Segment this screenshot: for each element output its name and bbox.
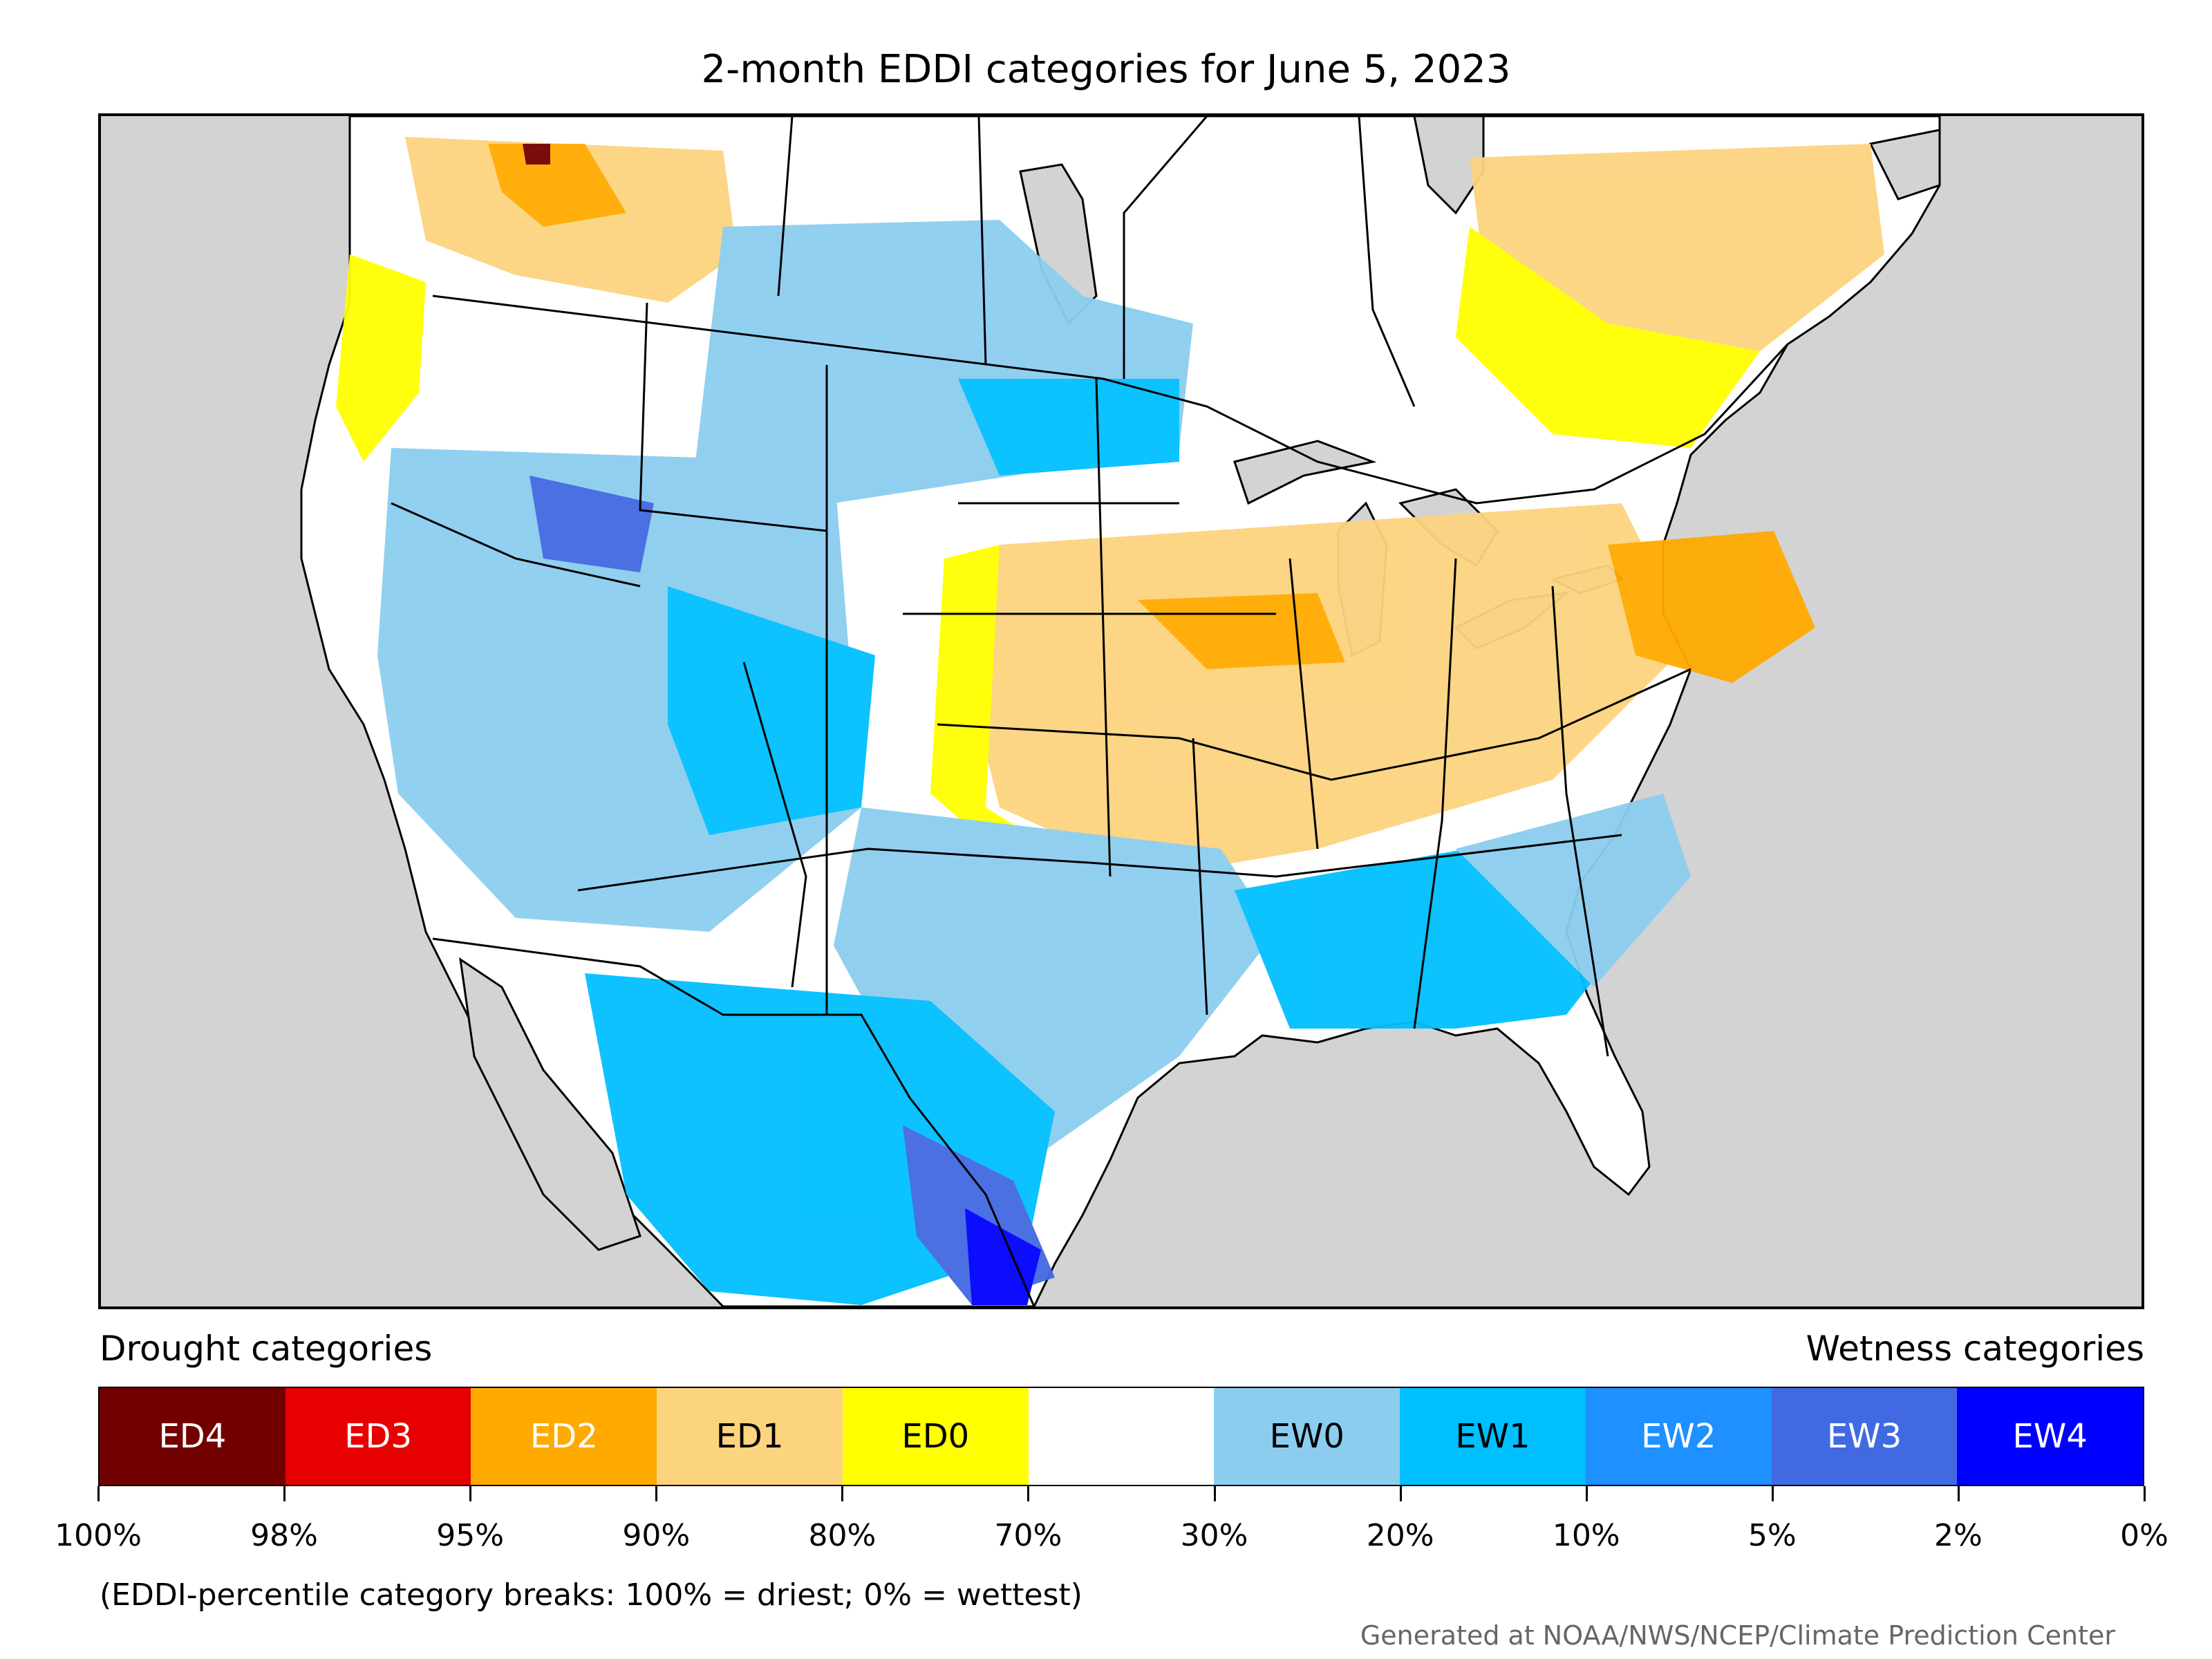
- colorbar-tick: [469, 1486, 472, 1501]
- map-title: 2-month EDDI categories for June 5, 2023: [701, 47, 1511, 92]
- us-mexico-border: [432, 937, 1035, 1306]
- state-border: [391, 502, 641, 588]
- ed2-patch-midwest: [1138, 593, 1345, 669]
- colorbar-cell-ew4: EW4: [1957, 1388, 2144, 1485]
- colorbar-tick: [1399, 1486, 1402, 1501]
- state-border: [1358, 116, 1416, 407]
- colorbar-cell-ed1: ED1: [657, 1388, 843, 1485]
- colorbar-cell-ed0: ED0: [842, 1388, 1029, 1485]
- us-canada-border: [432, 294, 1789, 505]
- colorbar-tick: [841, 1486, 844, 1501]
- state-border: [1288, 558, 1319, 850]
- state-border: [937, 668, 1691, 781]
- colorbar-tick-label: 70%: [994, 1518, 1062, 1553]
- state-border: [1413, 558, 1457, 1029]
- colorbar-cell-ew1: EW1: [1400, 1388, 1586, 1485]
- wetness-categories-heading: Wetness categories: [1806, 1329, 2144, 1369]
- percentile-note: (EDDI-percentile category breaks: 100% =…: [100, 1577, 1082, 1613]
- colorbar-tick-label: 98%: [250, 1518, 318, 1553]
- state-border: [639, 302, 827, 532]
- ed2-patch-northwest: [488, 144, 626, 227]
- gulf-of-california: [459, 957, 641, 1251]
- colorbar-cell-ew2: EW2: [1585, 1388, 1772, 1485]
- colorbar-tick-label: 100%: [55, 1518, 142, 1553]
- state-border: [1551, 585, 1609, 1057]
- colorbar-tick: [655, 1486, 658, 1501]
- colorbar-cell-ew0: EW0: [1214, 1388, 1400, 1485]
- colorbar-tick-label: 95%: [436, 1518, 505, 1553]
- colorbar-cell-ew3: EW3: [1771, 1388, 1958, 1485]
- state-border: [977, 116, 987, 366]
- ew3-patch-idaho: [529, 476, 654, 572]
- eddi-category-patches: [336, 137, 1884, 1305]
- colorbar-tick-label: 2%: [1934, 1518, 1983, 1553]
- colorbar-tick: [1771, 1486, 1774, 1501]
- colorbar-tick: [2144, 1486, 2146, 1501]
- ew0-patch-southeast: [1456, 794, 1691, 987]
- colorbar-tick-label: 5%: [1747, 1518, 1797, 1553]
- state-border: [777, 116, 794, 297]
- colorbar-tick: [1027, 1486, 1030, 1501]
- drought-categories-heading: Drought categories: [100, 1329, 433, 1369]
- state-border: [577, 834, 1622, 892]
- colorbar-tick: [97, 1486, 100, 1501]
- colorbar-cell-ed3: ED3: [285, 1388, 471, 1485]
- colorbar-tick: [1957, 1486, 1960, 1501]
- colorbar-tick-label: 30%: [1180, 1518, 1248, 1553]
- ed0-patch-northwest: [336, 254, 426, 462]
- colorbar-tick-label: 80%: [808, 1518, 877, 1553]
- category-colorbar: ED4 ED3 ED2 ED1 ED0 EW0 EW1 EW2 EW3 EW4: [98, 1387, 2144, 1486]
- ed4-patch-northwest: [523, 144, 550, 165]
- ed1-patch-midwest: [972, 503, 1691, 877]
- ed0-patch-quebec: [1456, 227, 1760, 448]
- colorbar-tick-label: 10%: [1552, 1518, 1620, 1553]
- state-border: [1095, 378, 1112, 877]
- colorbar-cell-ed2: ED2: [471, 1388, 657, 1485]
- credit-line: Generated at NOAA/NWS/NCEP/Climate Predi…: [1360, 1620, 2115, 1651]
- ew1-patch-north-plains: [958, 379, 1179, 476]
- colorbar-tick-label: 90%: [622, 1518, 691, 1553]
- political-boundaries: [391, 116, 1789, 1306]
- ed2-patch-northeast: [1608, 531, 1815, 683]
- colorbar-cell-neutral: [1028, 1388, 1215, 1485]
- state-border: [1123, 116, 1208, 379]
- state-border: [742, 662, 807, 988]
- colorbar-tick-label: 0%: [2120, 1518, 2168, 1553]
- colorbar-cell-ed4: ED4: [100, 1388, 285, 1485]
- ew1-patch-rockies: [668, 586, 875, 835]
- colorbar-tick: [283, 1486, 286, 1501]
- state-border: [1192, 738, 1208, 1015]
- colorbar-tick: [1585, 1486, 1588, 1501]
- map-canvas: [101, 116, 2141, 1306]
- eddi-map: [98, 113, 2144, 1309]
- ed0-patch-midwest-border: [930, 545, 1096, 890]
- colorbar-tick-label: 20%: [1366, 1518, 1434, 1553]
- colorbar-tick: [1213, 1486, 1216, 1501]
- colorbar-ticks: [97, 1486, 2146, 1507]
